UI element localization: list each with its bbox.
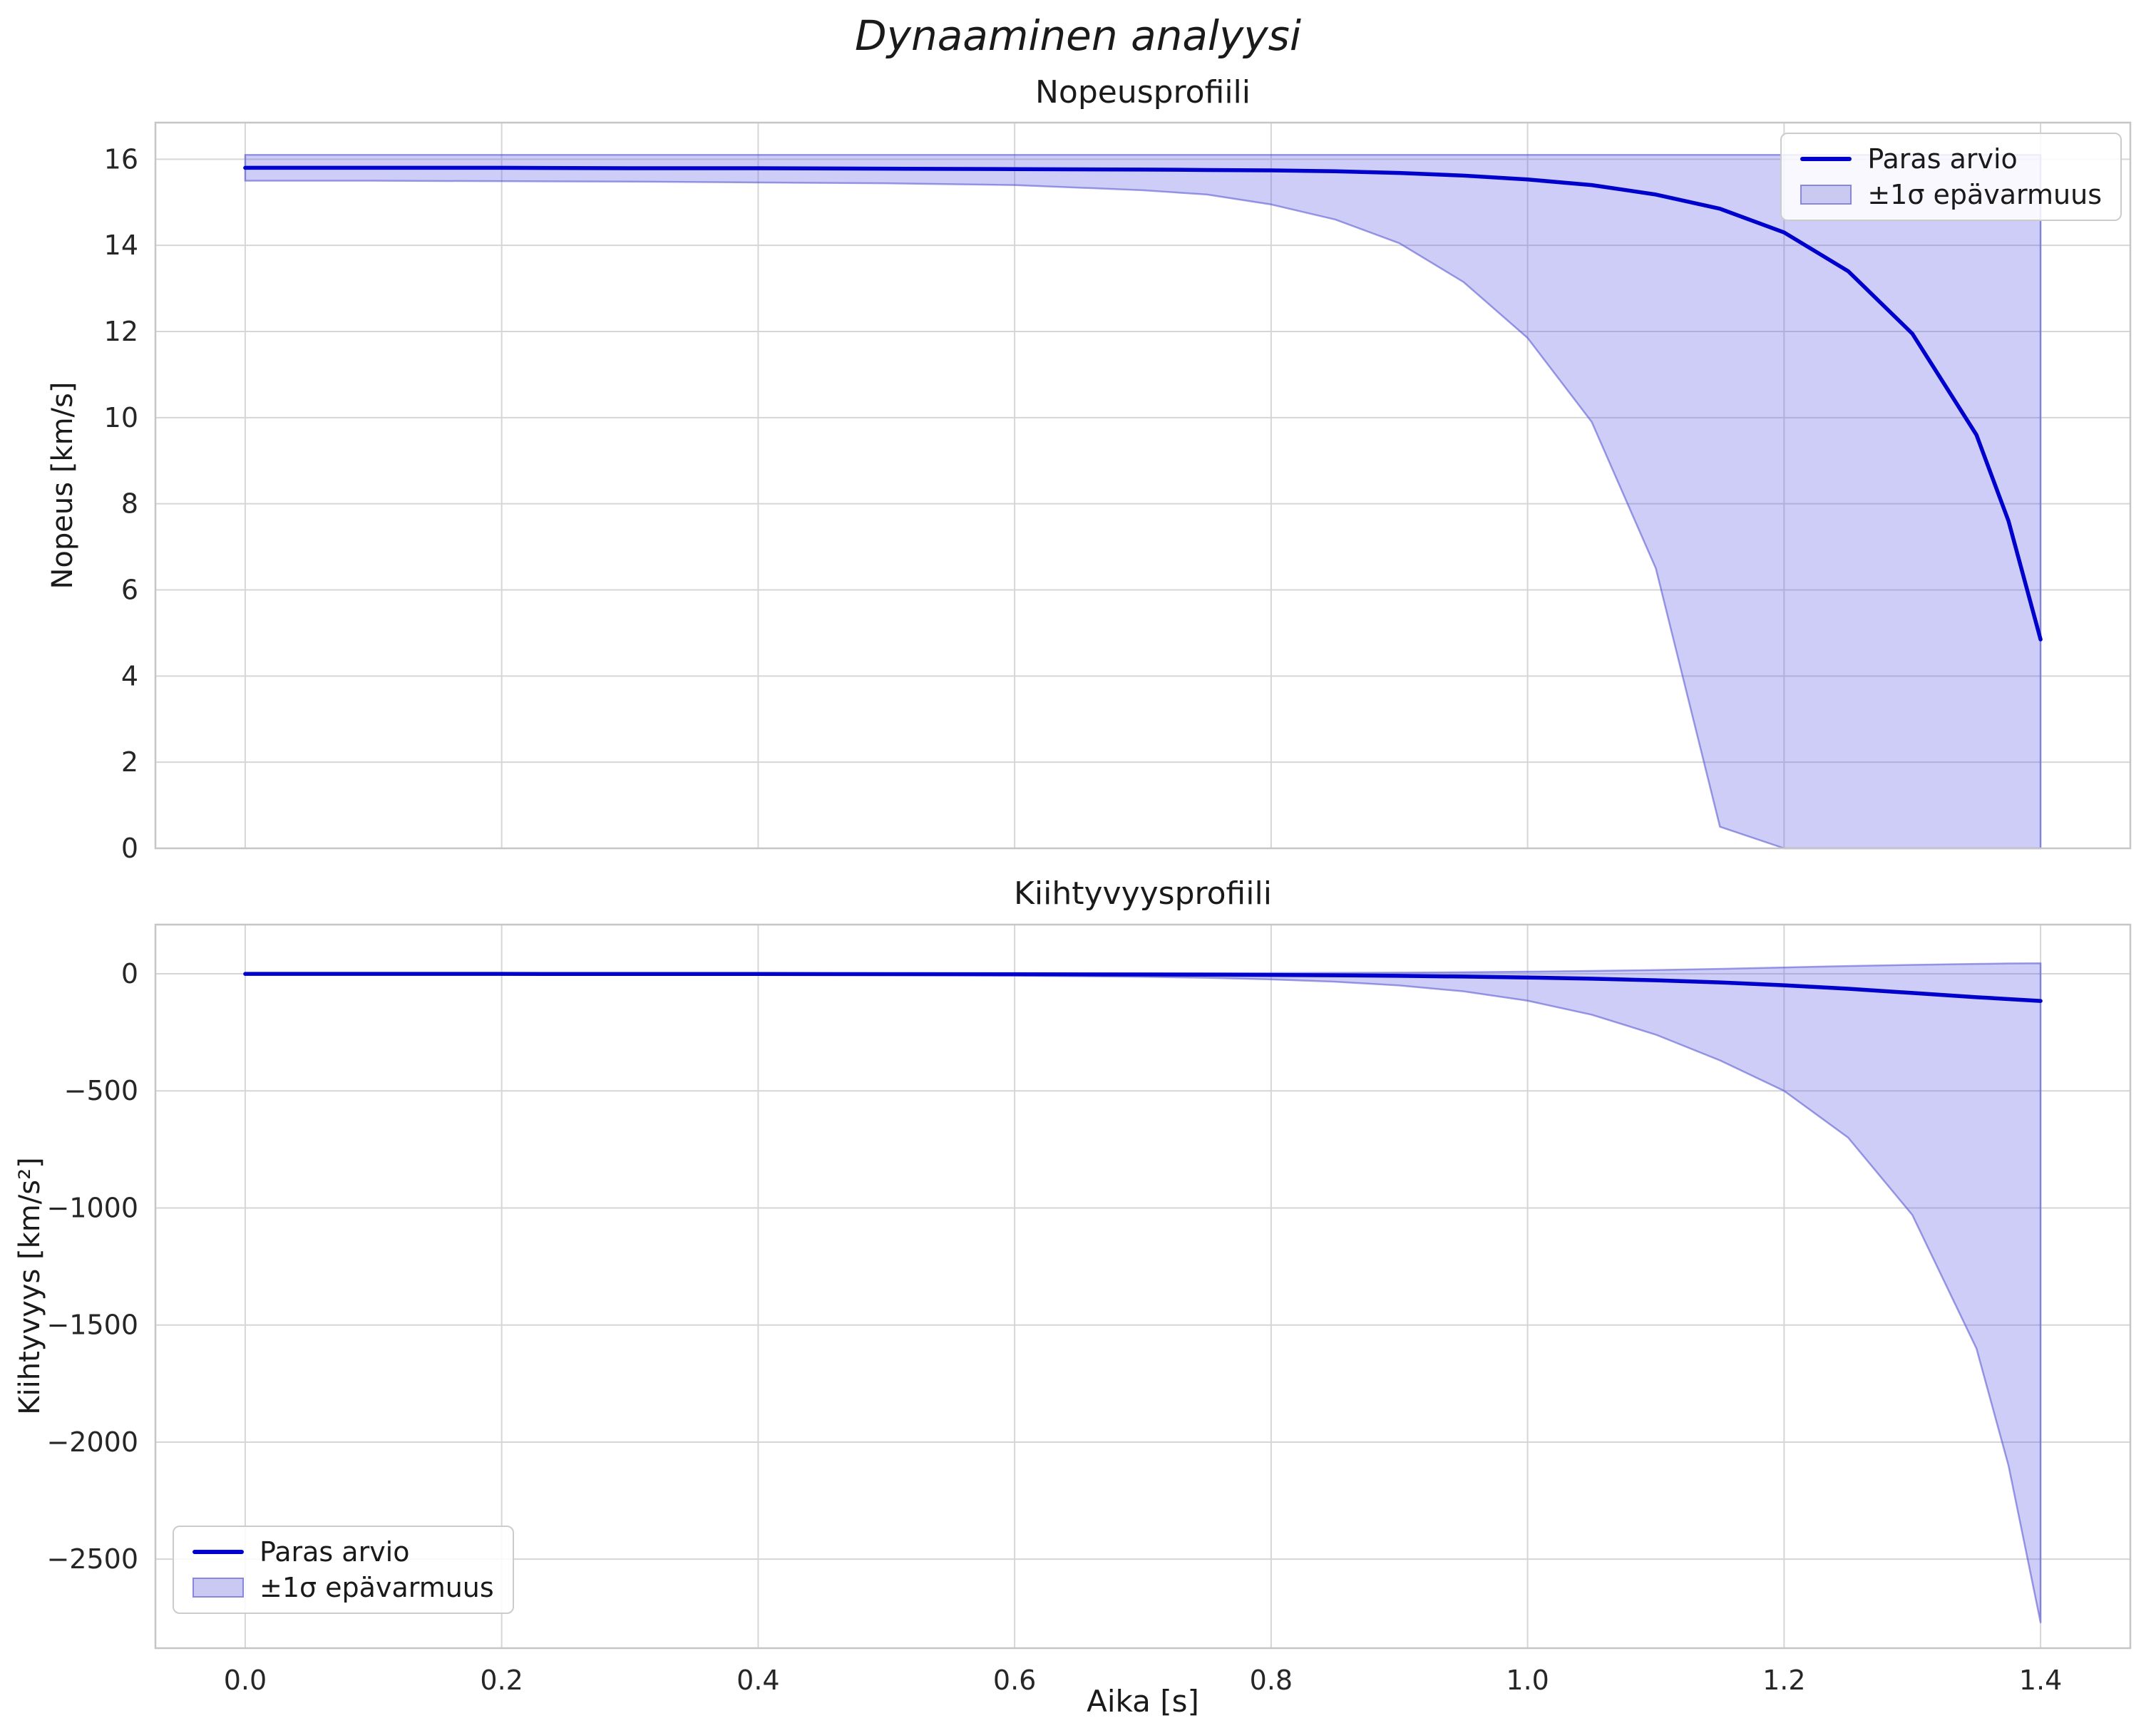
y-tick-label: 4 [121, 660, 138, 691]
band-swatch [192, 1577, 244, 1598]
x-tick-label: 0.6 [993, 1665, 1036, 1696]
y-tick-label: 10 [104, 402, 138, 433]
y-tick-label: −2500 [46, 1543, 138, 1575]
legend-acceleration: Paras arvio ±1σ epävarmuus [173, 1526, 514, 1614]
best-estimate-line [243, 972, 2043, 1003]
axes-2: 0 −500 −1000 −1500 −2000 −2500 0.0 0.2 0.4 0.6 0.8… [46, 923, 2132, 1696]
legend-label-best-estimate: Paras arvio [1867, 143, 2018, 175]
x-tick-label: 1.0 [1506, 1665, 1549, 1696]
line-swatch [192, 1541, 244, 1563]
legend-item-uncertainty: ±1σ epävarmuus [192, 1574, 494, 1601]
y-tick-label: −1000 [46, 1192, 138, 1223]
y-tick-label: 12 [104, 316, 138, 347]
figure-title: Dynaaminen analyysi [854, 11, 1302, 60]
y-tick-label: 14 [104, 230, 138, 261]
line-swatch [1800, 148, 1852, 170]
subplot2-title: Kiihtyvyysprofiili [1014, 875, 1272, 912]
y-tick-label: 2 [121, 746, 138, 778]
legend-label-uncertainty: ±1σ epävarmuus [260, 1572, 494, 1603]
x-tick-label: 1.2 [1762, 1665, 1805, 1696]
uncertainty-band [244, 962, 2042, 1624]
legend-item-best-estimate: Paras arvio [192, 1538, 494, 1565]
x-tick-label: 1.4 [2019, 1665, 2062, 1696]
x-axis-label: Aika [s] [1087, 1684, 1199, 1719]
legend-item-best-estimate: Paras arvio [1800, 145, 2102, 173]
x-tick-label: 0.4 [736, 1665, 779, 1696]
y-tick-label: 0 [121, 958, 138, 989]
y-tick-label: −2000 [46, 1426, 138, 1458]
y-tick-label: 8 [121, 488, 138, 520]
axes-border [154, 121, 2132, 850]
uncertainty-band [244, 154, 2042, 850]
x-tick-label: 0.0 [224, 1665, 267, 1696]
legend-label-uncertainty: ±1σ epävarmuus [1867, 179, 2102, 210]
subplot1-title: Nopeusprofiili [1035, 74, 1251, 110]
y-tick-label: −1500 [46, 1310, 138, 1341]
y-tick-label: 6 [121, 575, 138, 606]
y-tick-label: 16 [104, 143, 138, 175]
best-estimate-line [243, 165, 2043, 642]
axes-1: 0 2 4 6 8 10 12 14 16 [104, 121, 2132, 864]
legend-item-uncertainty: ±1σ epävarmuus [1800, 181, 2102, 208]
axes-border [154, 923, 2132, 1650]
y-axis-label-acceleration: Kiihtyvyys [km/s²] [14, 1157, 46, 1415]
y-axis-label-velocity: Nopeus [km/s] [46, 381, 79, 590]
legend-velocity: Paras arvio ±1σ epävarmuus [1780, 133, 2122, 221]
x-tick-label: 0.8 [1250, 1665, 1293, 1696]
x-tick-label: 0.2 [480, 1665, 523, 1696]
y-tick-label: −500 [64, 1075, 138, 1106]
legend-label-best-estimate: Paras arvio [260, 1536, 410, 1568]
band-swatch [1800, 184, 1852, 205]
y-tick-label: 0 [121, 833, 138, 864]
